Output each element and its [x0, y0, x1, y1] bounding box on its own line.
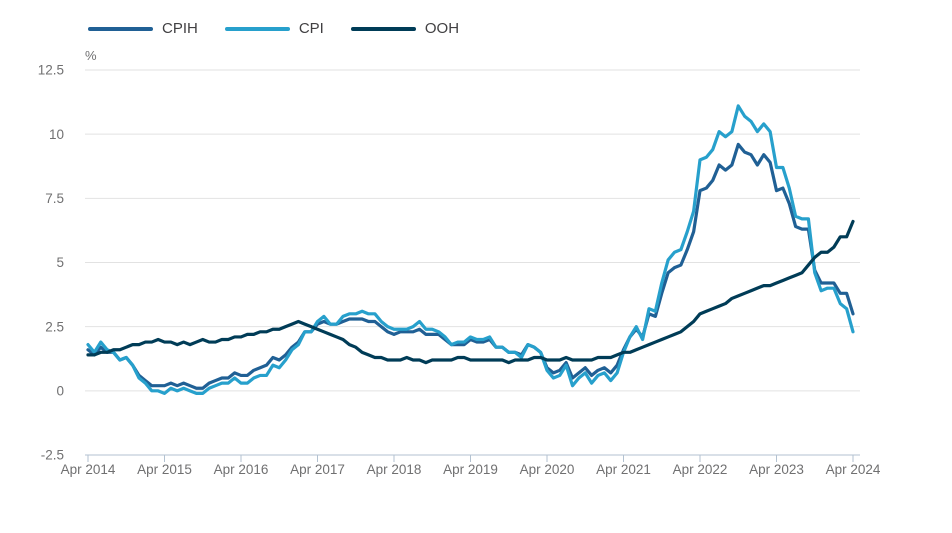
legend-label-cpih: CPIH: [162, 20, 198, 37]
y-axis-label: 7.5: [45, 191, 64, 206]
legend-swatch-cpih: [88, 27, 153, 31]
y-axis-label: 2.5: [45, 319, 64, 334]
series-line-cpih: [86, 142, 855, 390]
x-axis-label: Apr 2020: [520, 462, 575, 477]
legend-item-cpi: CPI: [224, 20, 324, 37]
y-axis-label: 5: [56, 255, 64, 270]
y-axis-label: 10: [49, 127, 64, 142]
legend-label-ooh: OOH: [424, 20, 460, 37]
y-axis-label: -2.5: [41, 448, 64, 463]
x-axis-label: Apr 2018: [367, 462, 422, 477]
y-axis-unit-label: %: [85, 48, 97, 63]
x-axis-label: Apr 2019: [443, 462, 498, 477]
series-line-cpi: [86, 104, 855, 395]
legend-label-cpi: CPI: [298, 20, 324, 37]
x-axis-label: Apr 2017: [290, 462, 345, 477]
legend-swatch-cpi: [224, 27, 290, 31]
x-axis-label: Apr 2022: [673, 462, 728, 477]
legend-item-ooh: OOH: [350, 20, 460, 37]
legend-item-cpih: CPIH: [88, 21, 198, 37]
x-axis-label: Apr 2021: [596, 462, 651, 477]
chart-legend: CPIH CPI OOH: [88, 21, 459, 37]
x-axis-label: Apr 2016: [214, 462, 269, 477]
series-line-ooh: [86, 219, 855, 365]
x-axis-label: Apr 2015: [137, 462, 192, 477]
x-axis-label: Apr 2023: [749, 462, 804, 477]
legend-swatch-ooh: [350, 27, 416, 31]
x-axis-label: Apr 2024: [826, 462, 881, 477]
y-axis-label: 0: [56, 384, 64, 399]
y-axis-label: 12.5: [38, 63, 64, 78]
x-axis-label: Apr 2014: [61, 462, 116, 477]
